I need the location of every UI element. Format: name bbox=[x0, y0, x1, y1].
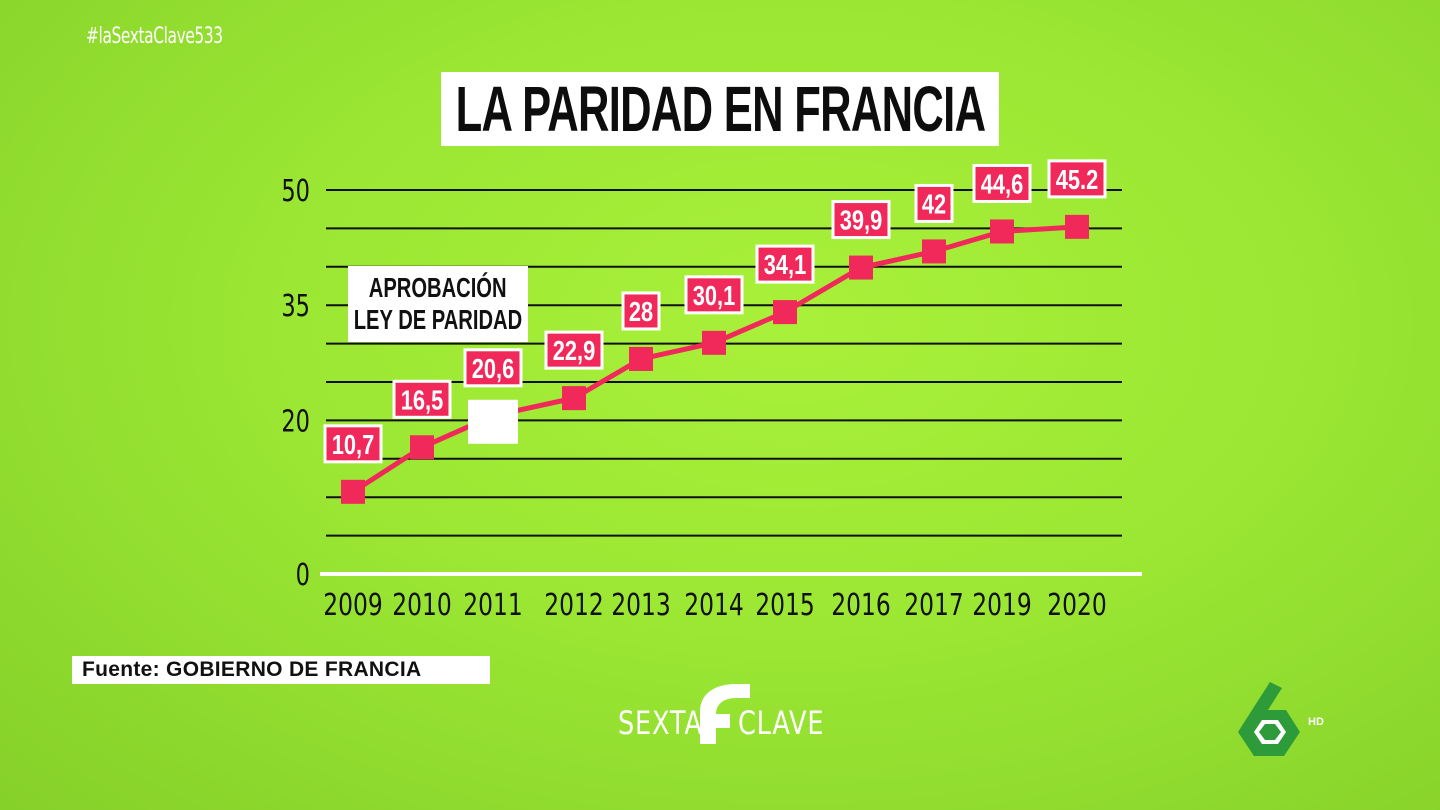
data-point bbox=[629, 346, 653, 371]
y-tick-label: 35 bbox=[281, 289, 310, 324]
annotation-marker bbox=[468, 399, 518, 444]
x-tick-label: 2016 bbox=[831, 588, 891, 623]
chart-title-box: LA PARIDAD EN FRANCIA bbox=[441, 72, 999, 146]
data-label: 16,5 bbox=[401, 385, 444, 416]
x-tick-label: 2012 bbox=[544, 588, 604, 623]
source-label: Fuente: GOBIERNO DE FRANCIA bbox=[82, 658, 422, 681]
show-logo-left: SEXTA bbox=[618, 704, 703, 742]
data-label-box bbox=[392, 379, 452, 419]
data-label-box bbox=[323, 424, 383, 464]
data-label: 30,1 bbox=[693, 280, 736, 311]
data-point bbox=[702, 330, 726, 355]
data-label: 20,6 bbox=[472, 353, 515, 384]
x-tick-label: 2011 bbox=[463, 588, 523, 623]
x-tick-label: 2019 bbox=[972, 588, 1032, 623]
annotation-line-2: LEY DE PARIDAD bbox=[353, 304, 523, 335]
data-label-box bbox=[1047, 159, 1107, 199]
data-label: 10,7 bbox=[332, 429, 374, 460]
hd-badge: HD bbox=[1308, 716, 1324, 728]
data-label: 39,9 bbox=[840, 205, 883, 236]
chart-title: LA PARIDAD EN FRANCIA bbox=[455, 73, 985, 145]
data-point bbox=[922, 239, 946, 264]
sextaclave-logo: SEXTA CLAVE bbox=[618, 682, 828, 746]
data-point bbox=[849, 255, 873, 280]
x-tick-label: 2009 bbox=[323, 588, 383, 623]
data-point bbox=[1065, 214, 1089, 239]
show-logo-right: CLAVE bbox=[738, 704, 825, 742]
y-tick-label: 20 bbox=[281, 404, 310, 439]
data-label: 28 bbox=[629, 296, 653, 327]
data-point bbox=[562, 386, 586, 411]
annotation-box: APROBACIÓN LEY DE PARIDAD bbox=[348, 266, 528, 342]
data-label: 42 bbox=[922, 189, 946, 220]
hashtag-label: #laSextaClave533 bbox=[86, 24, 223, 49]
annotation-line-1: APROBACIÓN bbox=[369, 272, 507, 303]
data-label-box bbox=[831, 200, 891, 240]
x-tick-label: 2017 bbox=[904, 588, 964, 623]
x-tick-label: 2014 bbox=[684, 588, 744, 623]
data-point bbox=[990, 219, 1014, 244]
y-tick-label: 50 bbox=[281, 174, 310, 209]
data-label-box bbox=[755, 244, 815, 284]
data-label: 34,1 bbox=[764, 250, 807, 281]
data-label: 45.2 bbox=[1056, 164, 1098, 195]
x-tick-label: 2010 bbox=[392, 588, 452, 623]
data-label: 44,6 bbox=[981, 169, 1024, 200]
data-point bbox=[410, 435, 434, 460]
data-label: 22,9 bbox=[553, 336, 596, 367]
data-label-box bbox=[621, 291, 661, 331]
x-tick-label: 2013 bbox=[611, 588, 671, 623]
data-point bbox=[341, 479, 365, 504]
data-label-box bbox=[914, 183, 954, 223]
data-label-box bbox=[544, 330, 604, 370]
show-logo-mark-icon bbox=[700, 684, 750, 744]
y-tick-label: 0 bbox=[296, 558, 310, 593]
lasexta-six-icon bbox=[1238, 682, 1300, 756]
data-label-box bbox=[972, 163, 1032, 203]
data-label-box bbox=[463, 348, 523, 388]
x-tick-label: 2020 bbox=[1047, 588, 1107, 623]
x-tick-label: 2015 bbox=[755, 588, 815, 623]
data-label-box bbox=[684, 275, 744, 315]
source-box: Fuente: GOBIERNO DE FRANCIA bbox=[72, 656, 490, 684]
lasexta-logo: HD bbox=[1232, 680, 1342, 760]
data-point bbox=[773, 300, 797, 325]
